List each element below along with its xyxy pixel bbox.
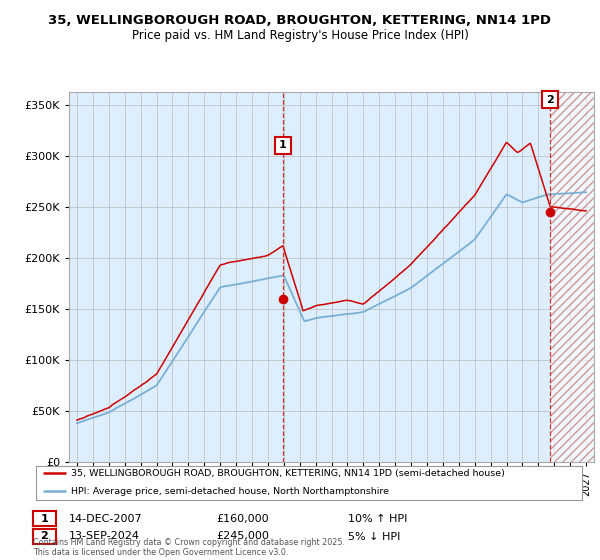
Text: 10% ↑ HPI: 10% ↑ HPI: [348, 514, 407, 524]
Text: HPI: Average price, semi-detached house, North Northamptonshire: HPI: Average price, semi-detached house,…: [71, 487, 389, 496]
Text: Price paid vs. HM Land Registry's House Price Index (HPI): Price paid vs. HM Land Registry's House …: [131, 29, 469, 42]
Text: 5% ↓ HPI: 5% ↓ HPI: [348, 531, 400, 542]
Text: 13-SEP-2024: 13-SEP-2024: [69, 531, 140, 542]
Text: 35, WELLINGBOROUGH ROAD, BROUGHTON, KETTERING, NN14 1PD (semi-detached house): 35, WELLINGBOROUGH ROAD, BROUGHTON, KETT…: [71, 469, 505, 478]
Text: 2: 2: [546, 95, 554, 105]
Bar: [550, 92, 594, 462]
Text: 2: 2: [41, 531, 48, 542]
Text: 1: 1: [41, 514, 48, 524]
Text: 14-DEC-2007: 14-DEC-2007: [69, 514, 143, 524]
Text: £245,000: £245,000: [216, 531, 269, 542]
Text: 35, WELLINGBOROUGH ROAD, BROUGHTON, KETTERING, NN14 1PD: 35, WELLINGBOROUGH ROAD, BROUGHTON, KETT…: [49, 14, 551, 27]
Text: £160,000: £160,000: [216, 514, 269, 524]
Text: Contains HM Land Registry data © Crown copyright and database right 2025.
This d: Contains HM Land Registry data © Crown c…: [33, 538, 345, 557]
Bar: [550, 92, 594, 462]
Text: 1: 1: [279, 141, 287, 151]
